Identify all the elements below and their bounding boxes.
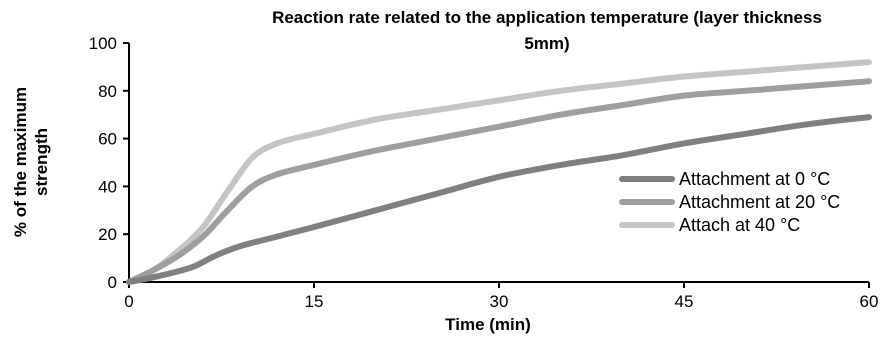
series-line-2 [126, 59, 872, 285]
legend: Attachment at 0 °C Attachment at 20 °C Att… [619, 169, 840, 235]
series-layer [126, 59, 872, 285]
x-axis-title: Time (min) [445, 315, 531, 334]
y-tick-label: 20 [98, 225, 117, 244]
series-line-1 [126, 78, 872, 285]
y-tick-label: 80 [98, 82, 117, 101]
x-tick-label: 0 [124, 292, 133, 311]
series-line-0 [126, 114, 872, 285]
chart-title-line-2: 5mm) [524, 34, 569, 53]
legend-label-2: Attach at 40 °C [679, 215, 800, 235]
x-tick-label: 45 [675, 292, 694, 311]
y-axis-title-line-1: % of the maximum [11, 87, 30, 237]
y-tick-label: 0 [108, 273, 117, 292]
legend-label-1: Attachment at 20 °C [679, 192, 840, 212]
chart-title-line-1: Reaction rate related to the application… [272, 8, 822, 27]
legend-label-0: Attachment at 0 °C [679, 169, 830, 189]
y-axis-title-line-2: strength [32, 128, 51, 196]
y-tick-label: 40 [98, 177, 117, 196]
y-axis: 0 20 40 60 80 100 [89, 34, 130, 292]
x-axis: 0 15 30 45 60 [124, 281, 879, 311]
y-tick-label: 100 [89, 34, 117, 53]
x-tick-label: 15 [305, 292, 324, 311]
x-tick-label: 60 [860, 292, 879, 311]
x-tick-label: 30 [490, 292, 509, 311]
y-axis-title: % of the maximum strength [11, 87, 51, 237]
y-tick-label: 60 [98, 130, 117, 149]
